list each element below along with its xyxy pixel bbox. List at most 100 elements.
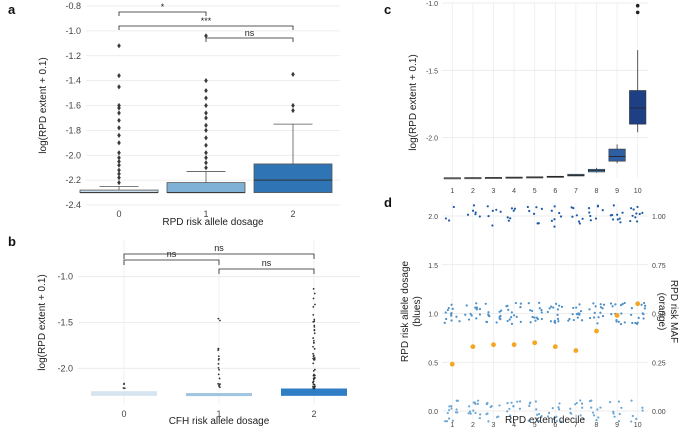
dosage-point (451, 307, 454, 310)
dosage-point (575, 313, 579, 316)
dosage-point (509, 217, 512, 220)
outlier-point (117, 167, 121, 173)
dosage-point (508, 318, 511, 321)
dosage-point (486, 412, 489, 415)
outlier-point (218, 383, 221, 386)
dosage-point (592, 414, 596, 417)
dosage-point (446, 411, 449, 415)
x-tick-label: 2 (311, 409, 316, 419)
dosage-point (507, 219, 510, 222)
dosage-point (538, 301, 541, 304)
chart-panel-b: -1.0 -1.5 -2.0 0 1 2 ns ns ns CFH risk allele dos… (37, 240, 360, 427)
dosage-point (467, 412, 470, 415)
x-axis-label: RPD risk allele dosage (162, 217, 264, 228)
dosage-point (630, 313, 633, 316)
significance-label: ns (214, 243, 224, 253)
x-tick-label: 1 (450, 422, 454, 427)
outlier-point (117, 132, 121, 138)
x-tick-label: 5 (533, 188, 537, 195)
dosage-point (464, 313, 467, 316)
dosage-point (475, 317, 478, 320)
outlier-point (204, 102, 208, 109)
dosage-point (588, 316, 592, 320)
dosage-point (588, 308, 591, 311)
outlier-point (313, 332, 316, 335)
dosage-point (588, 211, 591, 214)
significance-bracket (205, 37, 294, 42)
dosage-point (531, 315, 534, 319)
dosage-point (455, 408, 458, 411)
dosage-point (619, 304, 623, 307)
dosage-point (466, 213, 470, 216)
dosage-point (550, 219, 553, 222)
x-tick-label: 10 (634, 188, 642, 195)
dosage-point (635, 212, 638, 215)
dosage-point (610, 312, 613, 316)
outlier-point (313, 368, 316, 371)
dosage-point (553, 218, 556, 221)
dosage-point (498, 317, 501, 320)
dosage-point (641, 312, 644, 315)
dosage-point (582, 417, 585, 420)
dosage-point (519, 306, 522, 309)
outlier-point (291, 102, 295, 109)
y-right-tick-label: 0.00 (652, 409, 666, 416)
dosage-point (519, 320, 522, 324)
dosage-point (455, 315, 458, 318)
outlier-point (217, 366, 220, 369)
outlier-point (312, 374, 315, 377)
outlier-point (204, 155, 208, 161)
dosage-point (490, 404, 493, 408)
dosage-point (589, 219, 592, 222)
dosage-point (644, 304, 647, 307)
dosage-point (597, 416, 600, 419)
dosage-point (614, 303, 617, 306)
dosage-point (580, 402, 584, 405)
y-tick-label: -1.2 (65, 51, 81, 61)
outlier-point (204, 135, 208, 141)
dosage-point (587, 207, 591, 210)
dosage-point (468, 410, 472, 413)
y-tick-label: 2.0 (428, 214, 438, 221)
dosage-point (574, 403, 577, 406)
y-tick-label: 0.5 (428, 360, 438, 367)
dosage-point (527, 419, 530, 422)
dosage-point (540, 311, 543, 314)
x-tick-label: 4 (512, 188, 516, 195)
dosage-point (632, 208, 635, 211)
dosage-point (575, 214, 578, 217)
dosage-point (581, 406, 584, 409)
dosage-point (452, 205, 455, 209)
y-tick-label: -2.2 (65, 175, 81, 185)
dosage-point (516, 400, 519, 403)
outlier-point (312, 369, 315, 372)
dosage-point (630, 399, 633, 402)
panel-label-c: c (384, 2, 391, 17)
dosage-point (487, 313, 490, 316)
dosage-point (455, 399, 458, 402)
outlier-point (217, 362, 220, 365)
dosage-point (611, 218, 615, 221)
dosage-point (642, 301, 646, 305)
dosage-point (631, 414, 634, 418)
dosage-point (528, 209, 531, 213)
dosage-point (578, 313, 581, 316)
outlier-point (217, 373, 220, 376)
dosage-point (472, 204, 476, 207)
dosage-point (601, 314, 605, 318)
y-tick-label: -1.0 (426, 1, 438, 8)
dosage-point (443, 321, 446, 324)
outlier-point (312, 362, 315, 365)
dosage-point (553, 319, 556, 322)
dosage-point (558, 211, 561, 215)
dosage-point (635, 417, 638, 420)
dosage-point (631, 321, 634, 325)
outlier-point (204, 110, 208, 116)
y-axis-label: RPD risk allele dosage (400, 260, 411, 362)
dosage-point (495, 416, 499, 419)
dosage-point (596, 408, 599, 411)
dosage-point (509, 420, 512, 423)
outlier-point (291, 107, 295, 114)
dosage-point (499, 314, 502, 318)
dosage-point (535, 206, 538, 209)
